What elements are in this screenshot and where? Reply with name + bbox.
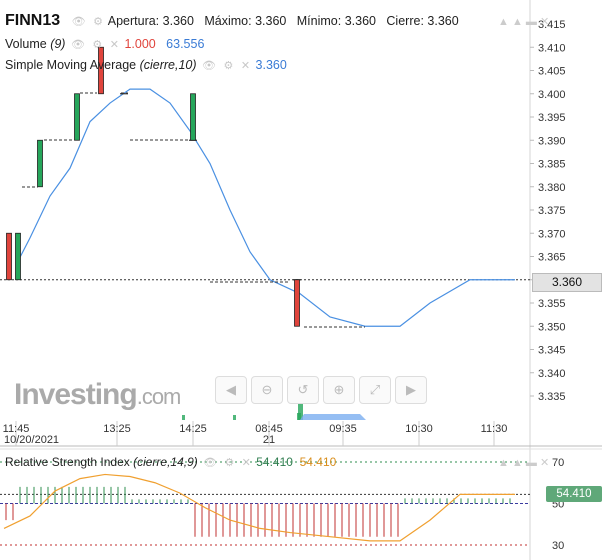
volume-row: Volume (9) 👁 ⚙ ✕ 1.000 63.556 [5,37,204,51]
volume-ma-area [300,414,366,420]
logo-suffix: .com [136,384,182,409]
candle-body [294,279,300,327]
candle-body [190,93,196,141]
sma-close-icon[interactable]: ✕ [240,60,251,72]
time-sub-label: 10/20/2021 [4,434,59,446]
volume-bar [233,415,236,420]
low-value: 3.360 [344,14,376,28]
sma-param: (cierre,10) [139,58,197,72]
rsi-param: (cierre,14,9) [133,455,198,469]
low-label: Mínimo: [296,14,342,28]
open-value: 3.360 [162,14,194,28]
settings-icon[interactable]: ⚙ [93,16,103,28]
ticker-symbol: FINN13 [5,12,61,29]
volume-bar [182,415,185,420]
eye-icon[interactable]: 👁 [71,16,86,28]
zoom-out-icon[interactable]: ⊖ [251,376,283,404]
time-tick-label: 08:45 [255,423,283,435]
volume-label: Volume [5,37,47,51]
volume-value-2: 63.556 [166,37,205,51]
rsi-value-2: 54.410 [299,455,337,469]
price-tick-label: 3.395 [538,112,566,124]
rsi-eye-icon[interactable]: 👁 [203,457,218,469]
volume-close-icon[interactable]: ✕ [109,39,119,51]
time-tick-label: 11:30 [481,423,508,435]
time-tick-label: 13:25 [103,423,131,435]
scroll-left-icon[interactable]: ◀ [215,376,247,404]
price-tick-label: 3.380 [538,182,566,194]
price-tick-label: 3.365 [538,252,566,264]
rsi-tick-label: 30 [552,540,564,552]
high-label: Máximo: [204,14,252,28]
scroll-right-icon[interactable]: ▶ [395,376,427,404]
sma-settings-icon[interactable]: ⚙ [223,60,234,72]
candle-body [37,139,43,188]
reset-icon[interactable]: ↺ [287,376,319,404]
sma-value: 3.360 [255,58,287,72]
rsi-label: Relative Strength Index [5,455,130,469]
current-price-label: 3.360 [532,273,602,292]
chart-toolbar: ◀ ⊖ ↺ ⊕ ⤢ ▶ [215,376,431,404]
volume-value-1: 1.000 [124,37,156,51]
price-tick-label: 3.340 [538,368,566,380]
price-tick-label: 3.390 [538,135,566,147]
volume-eye-icon[interactable]: 👁 [70,39,85,51]
sma-row: Simple Moving Average (cierre,10) 👁 ⚙ ✕ … [5,58,287,72]
rsi-tools-icon[interactable]: ▲ ▲ ▬ ✕ [498,457,550,469]
candle-body [74,93,80,141]
time-tick-label: 11:45 [3,423,30,435]
candle-body [6,232,12,281]
header-tools-icon[interactable]: ▲ ▲ ▬ ✕ [498,16,550,28]
volume-bar [297,413,301,420]
high-value: 3.360 [255,14,287,28]
time-tick-label: 14:25 [179,423,207,435]
zoom-in-icon[interactable]: ⊕ [323,376,355,404]
price-tick-label: 3.335 [538,391,566,403]
price-tick-label: 3.355 [538,298,566,310]
price-tick-label: 3.375 [538,205,566,217]
candle-body [98,46,104,95]
volume-param: (9) [50,37,66,51]
sma-label: Simple Moving Average [5,58,137,72]
sma-line [17,88,515,327]
open-label: Apertura: [107,14,160,28]
price-tick-label: 3.370 [538,228,566,240]
rsi-header: Relative Strength Index (cierre,14,9) 👁 … [5,455,336,469]
rsi-value-1: 54.410 [256,455,293,469]
rsi-settings-icon[interactable]: ⚙ [224,457,235,469]
price-tick-label: 3.415 [538,19,566,31]
sma-series [17,88,515,327]
time-tick-label: 09:35 [329,423,357,435]
close-label: Cierre: [386,14,424,28]
rsi-current-label: 54.410 [546,486,602,502]
close-value: 3.360 [427,14,459,28]
fit-icon[interactable]: ⤢ [359,376,391,404]
logo-main: Investing [14,378,138,411]
time-sub-label: 21 [263,434,275,446]
price-tick-label: 3.350 [538,321,566,333]
price-tick-label: 3.345 [538,345,566,357]
investing-logo: Investing.com [14,378,182,412]
rsi-series [3,473,515,542]
volume-settings-icon[interactable]: ⚙ [92,39,103,51]
price-axis-ticks: 3.415 3.410 3.405 3.400 3.395 3.390 3.385 3.380… [530,19,566,403]
ohlc-row: FINN13 👁 ⚙ Apertura: 3.360 Máximo: 3.360… [5,12,459,30]
rsi-close-icon[interactable]: ✕ [241,457,251,469]
price-tick-label: 3.405 [538,66,566,78]
candles [6,46,365,328]
price-tick-label: 3.400 [538,89,566,101]
sma-eye-icon[interactable]: 👁 [202,60,216,72]
candle-body [15,232,21,281]
rsi-tick-label: 70 [552,457,564,469]
price-tick-label: 3.385 [538,159,566,171]
time-tick-label: 10:30 [405,423,433,435]
chart-header: FINN13 👁 ⚙ Apertura: 3.360 Máximo: 3.360… [0,0,530,82]
price-tick-label: 3.410 [538,42,566,54]
